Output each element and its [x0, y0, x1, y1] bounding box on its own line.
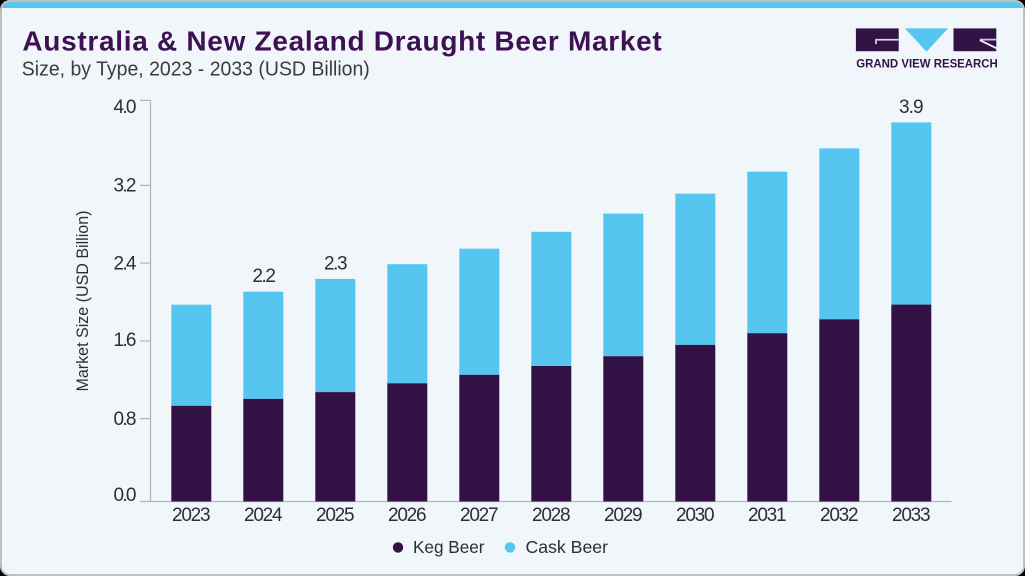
- svg-text:2028: 2028: [532, 505, 571, 526]
- svg-text:2.3: 2.3: [324, 254, 348, 275]
- svg-text:3.9: 3.9: [899, 97, 924, 118]
- svg-text:2.4: 2.4: [114, 254, 137, 275]
- svg-text:2024: 2024: [244, 505, 283, 526]
- svg-text:1.6: 1.6: [114, 330, 137, 351]
- svg-text:2026: 2026: [388, 505, 427, 526]
- svg-text:2.2: 2.2: [252, 266, 276, 287]
- svg-text:2032: 2032: [820, 505, 859, 526]
- svg-text:2033: 2033: [892, 505, 931, 526]
- svg-text:4.0: 4.0: [114, 97, 137, 118]
- svg-text:2027: 2027: [460, 505, 499, 526]
- svg-text:2030: 2030: [676, 505, 715, 526]
- svg-text:2029: 2029: [604, 505, 643, 526]
- svg-text:Cask Beer: Cask Beer: [526, 537, 609, 557]
- svg-text:2031: 2031: [748, 505, 787, 526]
- svg-text:0.8: 0.8: [114, 409, 137, 430]
- svg-text:2025: 2025: [316, 505, 355, 526]
- svg-text:Size, by Type, 2023 - 2033 (US: Size, by Type, 2023 - 2033 (USD Billion): [22, 57, 370, 80]
- svg-text:2023: 2023: [172, 505, 211, 526]
- svg-text:Market Size (USD Billion): Market Size (USD Billion): [74, 211, 92, 392]
- svg-text:3.2: 3.2: [114, 175, 137, 196]
- svg-text:Keg Beer: Keg Beer: [413, 537, 485, 557]
- svg-text:GRAND VIEW RESEARCH: GRAND VIEW RESEARCH: [856, 56, 998, 70]
- svg-text:Australia & New Zealand Draugh: Australia & New Zealand Draught Beer Mar…: [22, 26, 662, 57]
- svg-text:0.0: 0.0: [114, 485, 137, 506]
